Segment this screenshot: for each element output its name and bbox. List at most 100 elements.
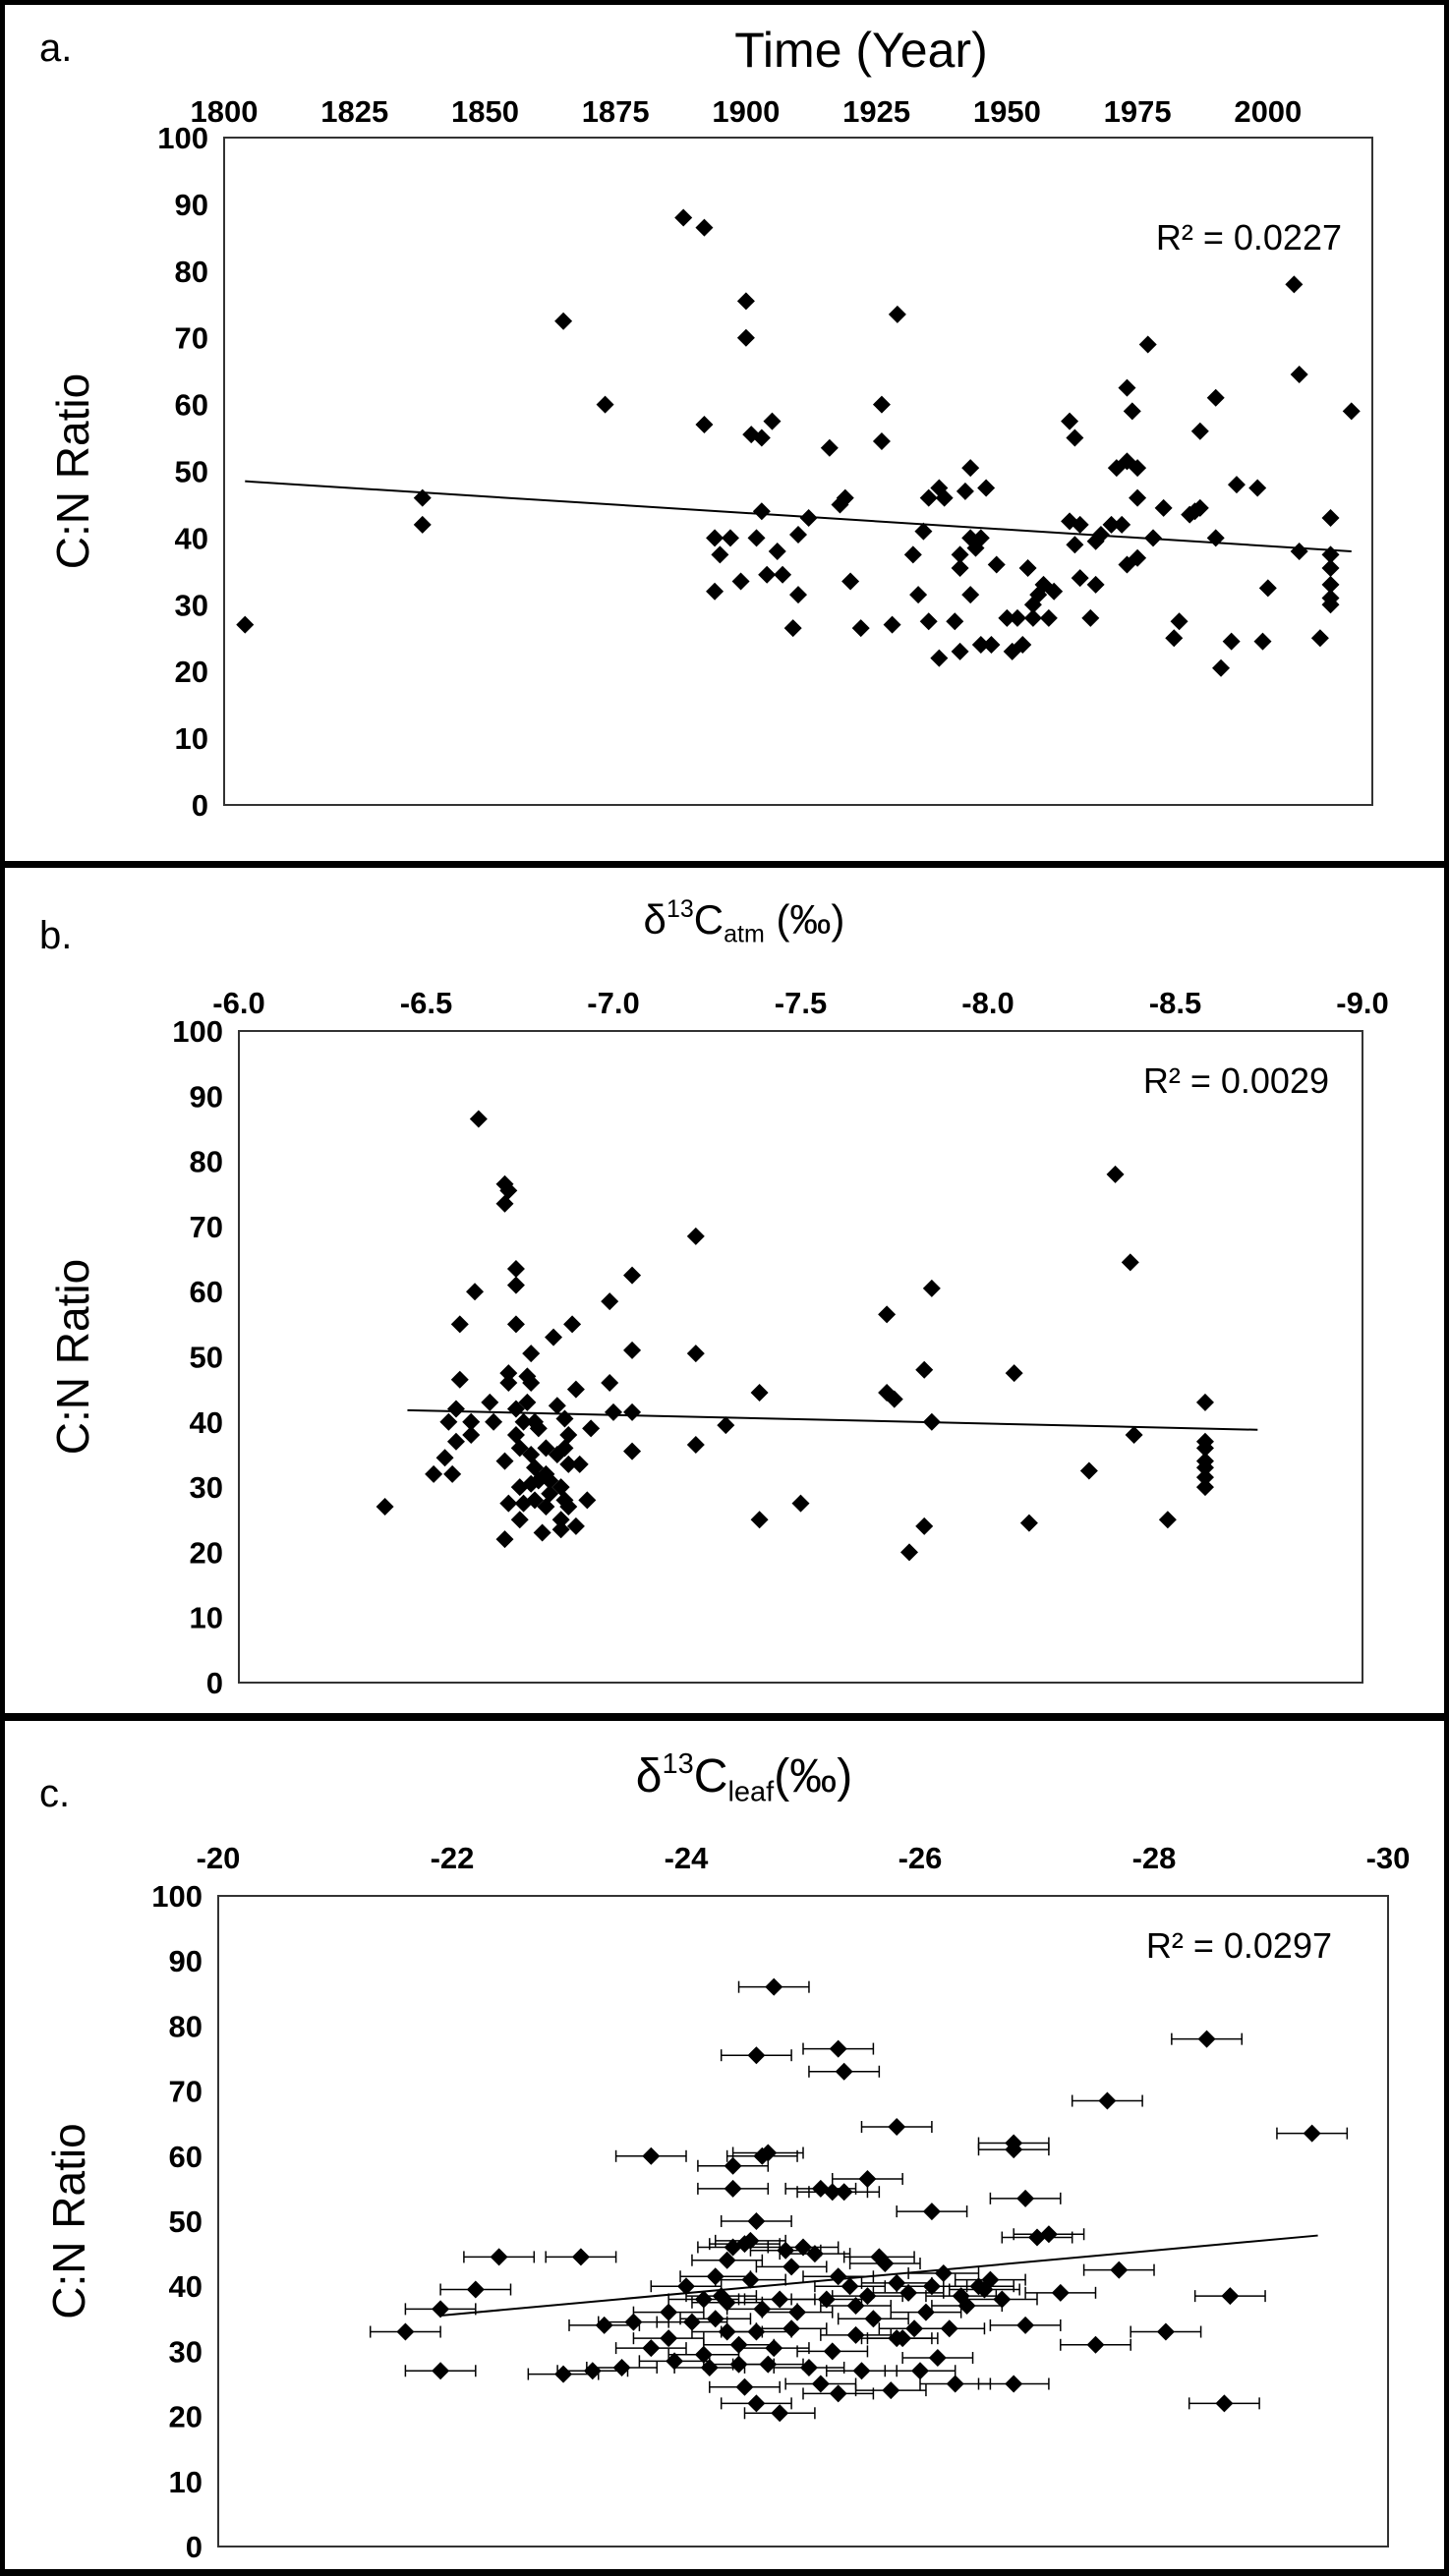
axis-title: Time (Year)	[734, 23, 987, 78]
x-tick-label: 2000	[1234, 94, 1302, 129]
x-tick-label: 1900	[712, 94, 780, 129]
y-tick-label: 10	[175, 721, 208, 756]
data-point	[951, 558, 969, 577]
data-point	[522, 1374, 541, 1393]
data-point	[642, 2339, 661, 2358]
data-point	[1014, 636, 1032, 655]
data-point	[858, 2169, 877, 2188]
data-point	[1098, 2091, 1117, 2110]
data-point	[791, 1494, 810, 1513]
y-tick-label: 60	[169, 2140, 203, 2174]
data-point	[686, 1227, 705, 1245]
data-point	[695, 218, 714, 237]
data-point	[763, 412, 782, 430]
data-point	[376, 1497, 394, 1516]
data-point	[571, 2248, 590, 2266]
data-point	[1071, 515, 1089, 534]
data-point	[1212, 658, 1231, 677]
data-point	[911, 2362, 929, 2380]
data-point	[533, 1523, 551, 1542]
data-points	[369, 1977, 1349, 2423]
y-tick-label: 0	[206, 1666, 223, 1700]
data-point	[829, 2039, 847, 2058]
x-tick-label: -8.5	[1149, 986, 1201, 1020]
y-tick-label: 60	[175, 388, 208, 423]
data-point	[1285, 275, 1304, 294]
data-point	[450, 1370, 469, 1389]
data-point	[899, 2283, 918, 2302]
data-point	[1303, 2124, 1321, 2143]
data-point	[888, 2118, 906, 2137]
data-point	[694, 2345, 713, 2364]
data-point	[1138, 335, 1157, 354]
data-point	[1227, 476, 1246, 494]
data-point	[930, 649, 949, 667]
data-point	[1321, 545, 1340, 564]
data-point	[977, 479, 996, 497]
data-point	[1129, 548, 1147, 567]
data-point	[1121, 1253, 1139, 1272]
y-axis-label: C:N Ratio	[47, 373, 98, 569]
data-point	[624, 2313, 643, 2331]
data-point	[1190, 422, 1209, 440]
data-point	[758, 565, 777, 584]
data-point	[747, 2212, 766, 2230]
data-point	[971, 529, 990, 547]
y-tick-label: 70	[169, 2075, 203, 2109]
data-point	[537, 1439, 555, 1458]
data-point	[601, 1292, 619, 1311]
data-point	[555, 1439, 574, 1458]
panel-a: a. Time (Year) 1800 1825 1850 1875 1900 1925 195…	[5, 5, 1444, 861]
data-point	[1129, 488, 1147, 507]
data-point	[506, 1400, 525, 1418]
data-point	[718, 2293, 736, 2312]
data-point	[718, 2251, 736, 2269]
data-point	[545, 1328, 563, 1346]
data-point	[499, 1494, 518, 1513]
x-tick-label: 1850	[451, 94, 519, 129]
data-point	[686, 1436, 705, 1455]
data-point	[835, 2183, 853, 2202]
x-tick-label: -26	[898, 1841, 943, 1875]
y-tick-label: 30	[190, 1470, 223, 1505]
x-tick-label: -7.5	[775, 986, 827, 1020]
data-point	[1144, 529, 1163, 547]
y-tick-label: 40	[190, 1405, 223, 1440]
data-point	[506, 1315, 525, 1334]
data-point	[1156, 2322, 1175, 2341]
data-point	[551, 1520, 570, 1539]
x-tick-label: -7.0	[587, 986, 639, 1020]
data-point	[951, 545, 969, 564]
r2-annotation: R² = 0.0227	[1156, 217, 1342, 258]
x-tick-label: 1800	[191, 94, 259, 129]
data-point	[1005, 2375, 1023, 2393]
data-point	[605, 1402, 622, 1421]
data-point	[915, 1517, 934, 1535]
data-point	[686, 1345, 705, 1363]
data-point	[741, 2231, 760, 2250]
data-point	[894, 2329, 912, 2348]
data-point	[495, 1194, 514, 1213]
data-point	[623, 1266, 642, 1285]
data-point	[1016, 2189, 1035, 2207]
data-point	[882, 2381, 900, 2400]
data-point	[706, 2267, 724, 2286]
data-point	[510, 1439, 529, 1458]
data-point	[495, 1452, 514, 1470]
r2-annotation: R² = 0.0297	[1146, 1925, 1332, 1966]
data-point	[782, 2319, 801, 2338]
data-point	[1106, 1165, 1125, 1183]
data-point	[817, 2290, 836, 2309]
data-point	[934, 2263, 953, 2282]
data-point	[1102, 515, 1121, 534]
data-point	[1195, 1459, 1214, 1477]
data-point	[789, 526, 807, 544]
data-point	[946, 2375, 964, 2393]
data-point	[1129, 459, 1147, 478]
data-point	[946, 612, 964, 631]
data-point	[736, 328, 755, 347]
y-tick-label: 60	[190, 1275, 223, 1309]
data-point	[951, 642, 969, 660]
data-point	[525, 1491, 544, 1510]
data-point	[1071, 569, 1089, 588]
